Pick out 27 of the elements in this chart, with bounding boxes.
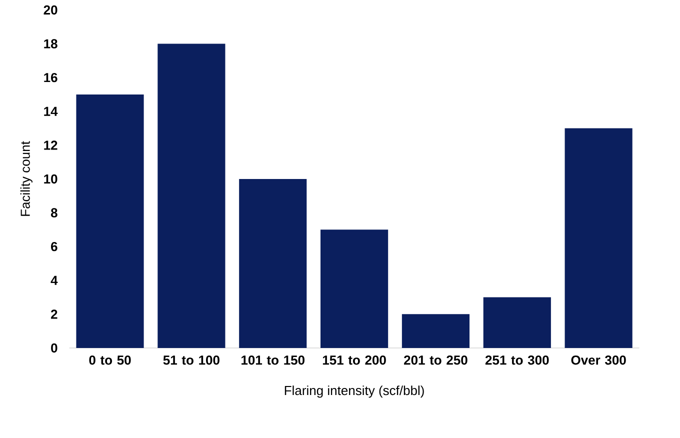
bar <box>239 178 307 348</box>
bar <box>402 314 470 348</box>
x-tick-label: 201 to 250 <box>404 356 468 365</box>
y-axis-title: Facility count <box>20 141 32 216</box>
bar <box>320 230 388 348</box>
x-tick-label: 101 to 150 <box>242 356 304 365</box>
bar <box>158 44 226 348</box>
y-tick-label: 18 <box>44 39 58 48</box>
y-tick-label: 10 <box>44 174 58 184</box>
y-tick-label: 2 <box>51 310 58 319</box>
bar <box>483 297 551 348</box>
y-tick-label: 12 <box>44 140 58 150</box>
y-tick-label: 8 <box>50 208 58 218</box>
bar <box>564 128 632 348</box>
bar <box>76 94 144 348</box>
x-tick-label: 51 to 100 <box>163 356 220 365</box>
x-tick-label: Over 300 <box>571 356 626 365</box>
x-axis-title: Flaring intensity (scf/bbl) <box>284 386 424 398</box>
y-tick-label: 0 <box>51 343 58 353</box>
x-tick-label: 151 to 200 <box>322 356 386 365</box>
y-tick-label: 14 <box>44 106 58 116</box>
y-tick-label: 16 <box>44 72 58 82</box>
x-tick-label: 0 to 50 <box>89 356 131 365</box>
y-tick-label: 20 <box>44 5 58 15</box>
y-tick-label: 6 <box>51 242 58 252</box>
y-tick-label: 4 <box>50 276 58 285</box>
x-tick-label: 251 to 300 <box>485 356 549 365</box>
